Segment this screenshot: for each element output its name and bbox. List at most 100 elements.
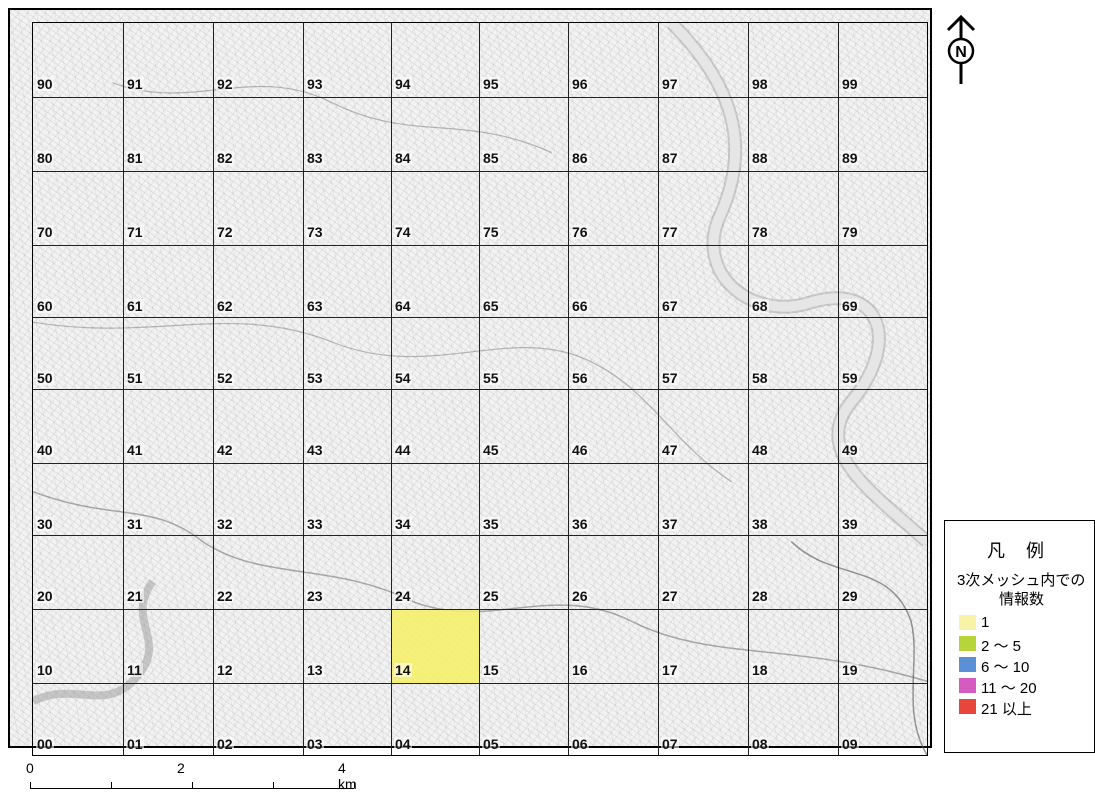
- mesh-cell-label: 33: [306, 516, 324, 532]
- mesh-cell-label: 93: [306, 76, 324, 92]
- mesh-cell-label: 70: [36, 224, 54, 240]
- mesh-cell-label: 81: [126, 150, 144, 166]
- mesh-cell-label: 49: [841, 442, 859, 458]
- scale-tick: [273, 782, 274, 788]
- mesh-map: 90 91 92 93 94 95 96 97 98 99 80 81 82 83 84 85 86 87 88 89…: [32, 22, 928, 756]
- mesh-cell-label: 27: [661, 588, 679, 604]
- legend-swatch: [959, 699, 976, 714]
- mesh-cell-label: 23: [306, 588, 324, 604]
- grid-line-horizontal: [33, 97, 927, 98]
- legend-subtitle-line2: 情報数: [999, 591, 1045, 608]
- mesh-cell-label: 43: [306, 442, 324, 458]
- legend-item-label: 11 ～ 20: [981, 680, 1037, 697]
- mesh-cell-label: 62: [216, 298, 234, 314]
- mesh-cell-label: 84: [394, 150, 412, 166]
- mesh-cell-label: 08: [751, 736, 769, 752]
- mesh-cell-label: 68: [751, 298, 769, 314]
- mesh-cell-label: 40: [36, 442, 54, 458]
- terrain-background: [33, 23, 927, 755]
- mesh-cell-label: 22: [216, 588, 234, 604]
- mesh-cell-label: 94: [394, 76, 412, 92]
- mesh-cell-label: 77: [661, 224, 679, 240]
- mesh-cell-label: 98: [751, 76, 769, 92]
- mesh-cell-label: 18: [751, 662, 769, 678]
- mesh-cell-label: 48: [751, 442, 769, 458]
- grid-line-horizontal: [33, 389, 927, 390]
- mesh-cell-label: 42: [216, 442, 234, 458]
- legend-swatch: [959, 615, 976, 630]
- mesh-cell-label: 16: [571, 662, 589, 678]
- scale-tick: [111, 782, 112, 788]
- mesh-cell-label: 61: [126, 298, 144, 314]
- mesh-cell-label: 69: [841, 298, 859, 314]
- mesh-cell-label: 02: [216, 736, 234, 752]
- scale-label-4-value: 4: [338, 760, 346, 776]
- grid-line-horizontal: [33, 171, 927, 172]
- mesh-cell-label: 15: [482, 662, 500, 678]
- mesh-cell-label: 83: [306, 150, 324, 166]
- mesh-cell-label: 64: [394, 298, 412, 314]
- mesh-cell-label: 76: [571, 224, 589, 240]
- mesh-cell-label: 90: [36, 76, 54, 92]
- mesh-cell-label: 97: [661, 76, 679, 92]
- mesh-cell-label: 39: [841, 516, 859, 532]
- mesh-cell-label: 00: [36, 736, 54, 752]
- mesh-cell-label: 52: [216, 370, 234, 386]
- mesh-cell-label: 06: [571, 736, 589, 752]
- mesh-cell-label: 50: [36, 370, 54, 386]
- grid-line-horizontal: [33, 535, 927, 536]
- legend-item-label: 2 ～ 5: [981, 638, 1022, 655]
- mesh-cell-label: 44: [394, 442, 412, 458]
- grid-line-horizontal: [33, 463, 927, 464]
- mesh-cell-label: 85: [482, 150, 500, 166]
- mesh-cell-label: 99: [841, 76, 859, 92]
- scale-label-0: 0: [26, 760, 34, 776]
- mesh-cell-label: 86: [571, 150, 589, 166]
- mesh-cell-label: 38: [751, 516, 769, 532]
- mesh-cell-label: 89: [841, 150, 859, 166]
- mesh-cell-label: 47: [661, 442, 679, 458]
- north-letter: N: [955, 44, 967, 61]
- legend-subtitle-line1: 3次メッシュ内での: [957, 572, 1086, 589]
- mesh-cell-label: 88: [751, 150, 769, 166]
- mesh-cell-label: 41: [126, 442, 144, 458]
- mesh-cell-label: 09: [841, 736, 859, 752]
- grid-line-horizontal: [33, 609, 927, 610]
- mesh-cell-label: 25: [482, 588, 500, 604]
- mesh-cell-label: 59: [841, 370, 859, 386]
- scale-bar: 0 2 4 km: [20, 760, 360, 796]
- mesh-cell-label: 20: [36, 588, 54, 604]
- mesh-cell-label: 67: [661, 298, 679, 314]
- scale-line: [30, 788, 354, 789]
- mesh-cell-label: 21: [126, 588, 144, 604]
- mesh-cell-label: 26: [571, 588, 589, 604]
- scale-tick: [192, 782, 193, 788]
- mesh-cell-label: 71: [126, 224, 144, 240]
- mesh-cell-label: 55: [482, 370, 500, 386]
- mesh-cell-label: 05: [482, 736, 500, 752]
- mesh-cell-label: 78: [751, 224, 769, 240]
- mesh-cell-label: 01: [126, 736, 144, 752]
- grid-line-horizontal: [33, 245, 927, 246]
- mesh-cell-label: 37: [661, 516, 679, 532]
- mesh-cell-label: 73: [306, 224, 324, 240]
- mesh-cell-label: 04: [394, 736, 412, 752]
- mesh-cell-label: 29: [841, 588, 859, 604]
- mesh-cell-label: 30: [36, 516, 54, 532]
- mesh-cell-label: 96: [571, 76, 589, 92]
- legend-title: 凡 例: [986, 541, 1052, 561]
- scale-tick: [30, 782, 31, 788]
- mesh-cell-label: 54: [394, 370, 412, 386]
- mesh-cell-label: 60: [36, 298, 54, 314]
- mesh-cell-label: 66: [571, 298, 589, 314]
- mesh-cell-label: 24: [394, 588, 412, 604]
- grid-line-horizontal: [33, 683, 927, 684]
- mesh-cell-label: 17: [661, 662, 679, 678]
- legend-item-label: 1: [981, 614, 990, 631]
- grid-line-horizontal: [33, 317, 927, 318]
- mesh-cell-label: 45: [482, 442, 500, 458]
- mesh-cell-label: 80: [36, 150, 54, 166]
- mesh-cell-label: 31: [126, 516, 144, 532]
- mesh-cell-label: 87: [661, 150, 679, 166]
- legend-item-label: 21 以上: [981, 701, 1032, 718]
